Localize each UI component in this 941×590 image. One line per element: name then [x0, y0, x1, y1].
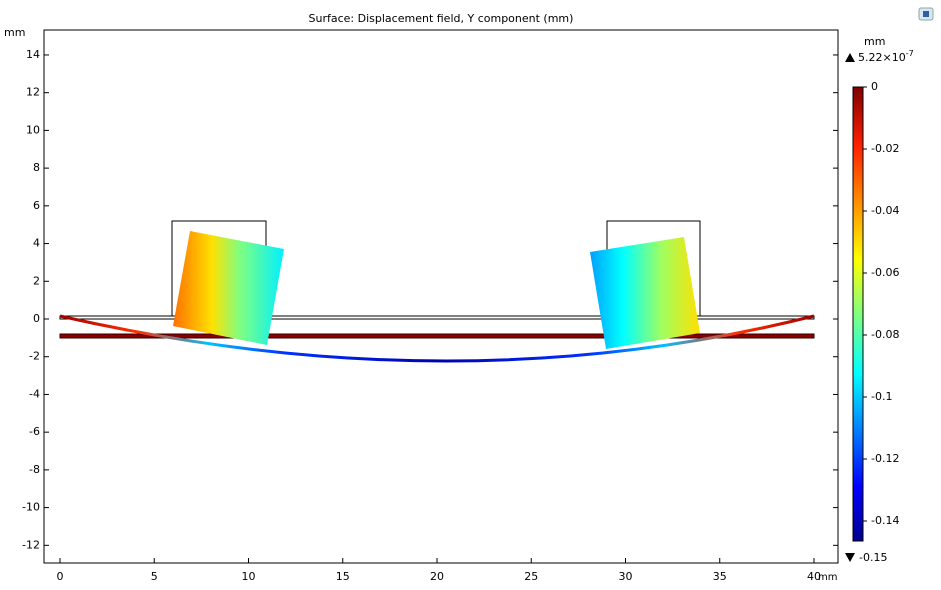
colorbar-tick-label: -0.02 — [871, 142, 899, 155]
plot-frame — [43, 29, 839, 564]
x-unit: mm — [818, 572, 837, 583]
y-tick-label: -4 — [29, 387, 40, 400]
x-tick-label: 35 — [713, 570, 727, 583]
min-marker — [845, 553, 855, 562]
x-tick-label: 10 — [242, 570, 256, 583]
colorbar-tick-label: -0.08 — [871, 328, 899, 341]
x-tick-label: 0 — [57, 570, 64, 583]
beam-outline — [59, 315, 815, 320]
colorbar-tick-label: -0.1 — [871, 390, 892, 403]
y-tick-label: 8 — [33, 161, 40, 174]
deformed-beam — [59, 314, 815, 363]
y-tick-label: 4 — [33, 237, 40, 250]
colorbar-unit: mm — [864, 35, 885, 48]
max-marker — [845, 53, 855, 62]
colorbar — [852, 86, 864, 542]
x-tick-label: 20 — [430, 570, 444, 583]
y-tick-label: 12 — [26, 86, 40, 99]
colorbar-tick-label: -0.06 — [871, 266, 899, 279]
y-tick-label: 10 — [26, 123, 40, 136]
colorbar-tick-label: 0 — [871, 80, 878, 93]
y-tick-label: -8 — [29, 463, 40, 476]
max-exponent: -7 — [906, 49, 914, 58]
x-tick-label: 15 — [336, 570, 350, 583]
y-tick-label: 6 — [33, 199, 40, 212]
x-tick-label: 25 — [524, 570, 538, 583]
y-tick-label: 14 — [26, 48, 40, 61]
y-tick-label: 0 — [33, 312, 40, 325]
y-unit: mm — [4, 26, 25, 39]
y-tick-label: -10 — [22, 501, 40, 514]
support — [59, 333, 815, 339]
y-tick-label: -2 — [29, 350, 40, 363]
y-tick-label: -6 — [29, 425, 40, 438]
deformed-block — [590, 237, 700, 349]
x-tick-label: 30 — [619, 570, 633, 583]
y-tick-label: 2 — [33, 274, 40, 287]
chart-title: Surface: Displacement field, Y component… — [309, 12, 574, 25]
y-tick-label: -12 — [22, 538, 40, 551]
colorbar-min: -0.15 — [859, 551, 887, 564]
icon[interactable] — [918, 7, 934, 21]
x-tick-label: 5 — [151, 570, 158, 583]
x-tick-label: 40 — [807, 570, 821, 583]
max-label: 5.22×10 — [858, 51, 906, 64]
colorbar-tick-label: -0.14 — [871, 514, 899, 527]
colorbar-tick-label: -0.04 — [871, 204, 899, 217]
colorbar-tick-label: -0.12 — [871, 452, 899, 465]
colorbar-max: 5.22×10-7 — [858, 49, 914, 65]
deformed-block — [173, 231, 284, 345]
